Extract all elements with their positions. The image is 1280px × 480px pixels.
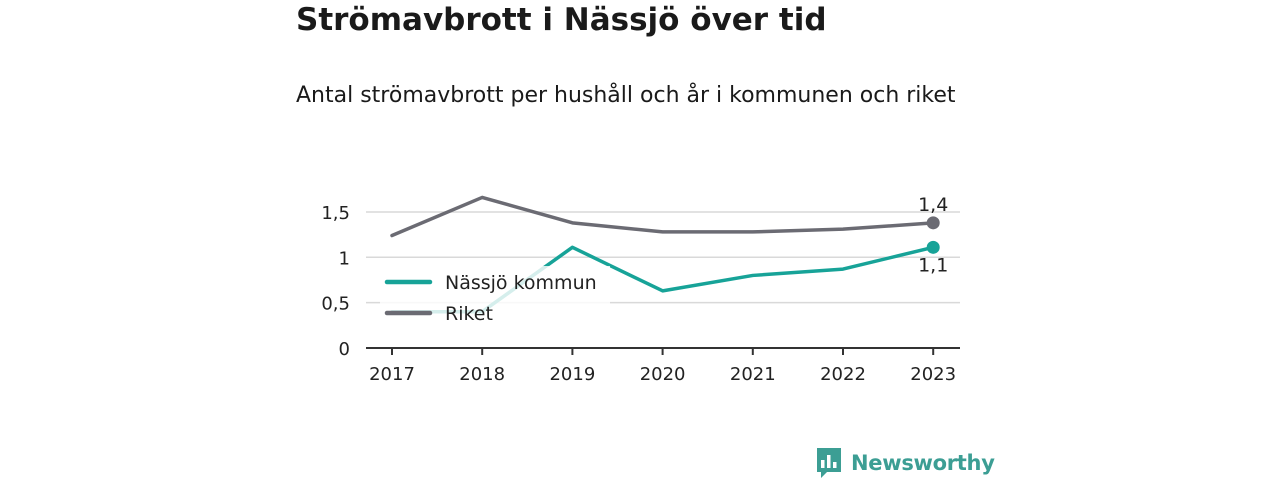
x-tick-label: 2019	[549, 364, 595, 385]
x-tick-label: 2021	[730, 364, 776, 385]
newsworthy-icon	[817, 448, 841, 478]
x-tick-label: 2022	[820, 364, 866, 385]
x-tick-label: 2020	[640, 364, 686, 385]
series-end-point	[926, 240, 940, 254]
series-line-riket	[390, 195, 935, 238]
y-tick-label: 1	[339, 248, 350, 269]
end-value-label: 1,1	[918, 254, 948, 276]
legend-label: Riket	[445, 303, 493, 325]
brand-name: Newsworthy	[851, 451, 995, 475]
y-tick-label: 1,5	[321, 203, 350, 224]
y-tick-label: 0	[339, 339, 350, 360]
x-tick-label: 2023	[910, 364, 956, 385]
end-value-label: 1,4	[918, 194, 948, 216]
newsworthy-logo: Newsworthy	[815, 446, 995, 480]
series-end-point	[926, 216, 940, 230]
x-tick-label: 2017	[369, 364, 415, 385]
x-tick-label: 2018	[459, 364, 505, 385]
legend-label: Nässjö kommun	[445, 272, 597, 294]
chart-title: Strömavbrott i Nässjö över tid	[296, 2, 827, 38]
chart-subtitle: Antal strömavbrott per hushåll och år i …	[296, 83, 956, 108]
y-tick-label: 0,5	[321, 294, 350, 315]
